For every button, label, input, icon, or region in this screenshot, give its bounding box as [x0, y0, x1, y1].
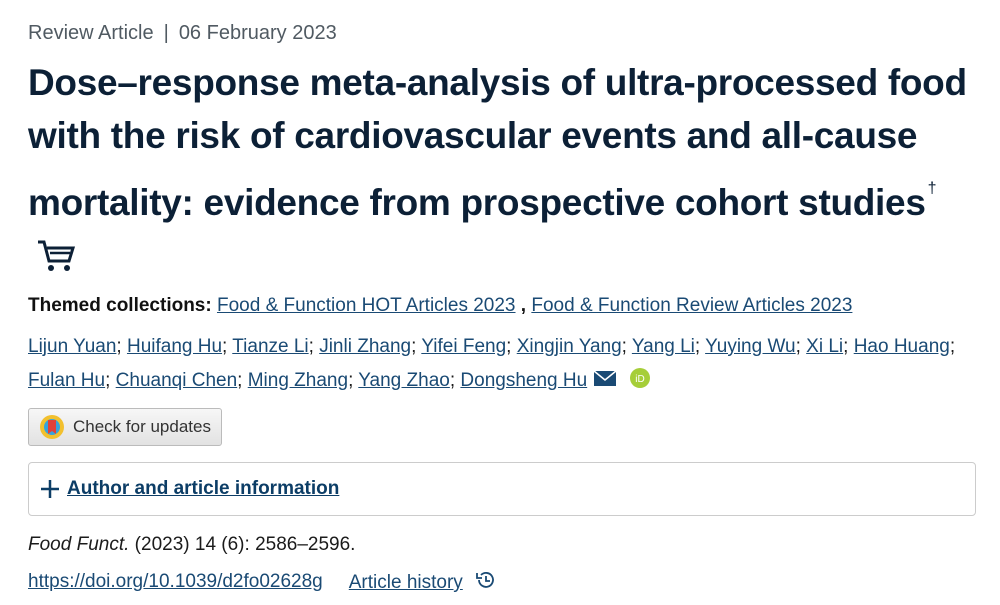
updates-icon: [40, 415, 64, 439]
doi-link[interactable]: https://doi.org/10.1039/d2fo02628g: [28, 571, 323, 592]
svg-text:iD: iD: [635, 374, 644, 385]
separator: ;: [449, 370, 456, 391]
author-icons: iD: [587, 367, 651, 391]
title: Dose–response meta-analysis of ultra-pro…: [28, 56, 976, 282]
date: 06 February 2023: [178, 22, 337, 44]
separator: ;: [222, 336, 228, 357]
citation: Food Funct. (2023) 14 (6): 2586–2596.: [28, 534, 976, 556]
accordion[interactable]: Author and article information: [28, 462, 976, 516]
collection-link[interactable]: Food & Function HOT Articles 2023: [216, 295, 516, 316]
author-link[interactable]: Yang Zhao: [358, 370, 450, 391]
separator: ;: [621, 336, 627, 357]
author-link[interactable]: Huifang Hu: [126, 336, 223, 357]
links: https://doi.org/10.1039/d2fo02628g Articl…: [28, 570, 976, 594]
cart-icon[interactable]: [36, 239, 76, 273]
separator: ;: [843, 336, 849, 357]
author-link[interactable]: Jinli Zhang: [319, 336, 412, 357]
separator: ;: [694, 336, 701, 357]
collection-link[interactable]: Food & Function Review Articles 2023: [531, 295, 853, 316]
title-text: Dose–response meta-analysis of ultra-pro…: [28, 62, 967, 223]
author-link[interactable]: Ming Zhang: [247, 370, 349, 391]
separator: ;: [411, 336, 417, 357]
separator: ;: [116, 336, 122, 357]
footnote-mark[interactable]: †: [927, 180, 937, 197]
author-link[interactable]: Fulan Hu: [28, 370, 106, 391]
separator: ;: [795, 336, 801, 357]
check-updates-label: Check for updates: [73, 417, 211, 436]
article-header: Review Article | 06 February 2023 Dose–res…: [28, 0, 976, 594]
authors: Lijun Yuan; Huifang Hu; Tianze Li; Jinli…: [28, 330, 976, 398]
themed-collections: Themed collections: Food & Function HOT …: [28, 292, 976, 320]
separator: ;: [949, 336, 956, 357]
article-type: Review Article: [28, 22, 154, 44]
separator: ;: [506, 336, 512, 357]
separator: ,: [520, 295, 527, 316]
author-link[interactable]: Yifei Feng: [421, 336, 507, 357]
author-link[interactable]: Chuanqi Chen: [115, 370, 238, 391]
author-link[interactable]: Hao Huang: [853, 336, 950, 357]
author-link[interactable]: Xi Li: [806, 336, 844, 357]
separator: |: [163, 22, 169, 44]
author-link[interactable]: Dongsheng Hu: [460, 370, 588, 391]
author-link[interactable]: Lijun Yuan: [28, 336, 117, 357]
check-updates-button[interactable]: Check for updates: [28, 408, 222, 446]
email-icon[interactable]: [593, 369, 617, 387]
author-link[interactable]: Xingjin Yang: [516, 336, 622, 357]
themes-label: Themed collections:: [28, 295, 212, 316]
author-link[interactable]: Yang Li: [631, 336, 695, 357]
separator: ;: [348, 370, 354, 391]
orcid-icon[interactable]: iD: [629, 367, 651, 389]
journal: Food Funct.: [28, 534, 130, 555]
separator: ;: [308, 336, 314, 357]
separator: ;: [105, 370, 111, 391]
citation-details: (2023) 14 (6): 2586–2596.: [134, 534, 356, 555]
history-link[interactable]: Article history: [348, 572, 463, 593]
accordion-label[interactable]: Author and article information: [67, 478, 340, 499]
history-icon[interactable]: [474, 570, 496, 590]
plus-icon: [41, 480, 59, 498]
meta: Review Article | 06 February 2023: [28, 22, 976, 50]
author-link[interactable]: Tianze Li: [232, 336, 309, 357]
separator: ;: [237, 370, 243, 391]
author-link[interactable]: Yuying Wu: [705, 336, 796, 357]
